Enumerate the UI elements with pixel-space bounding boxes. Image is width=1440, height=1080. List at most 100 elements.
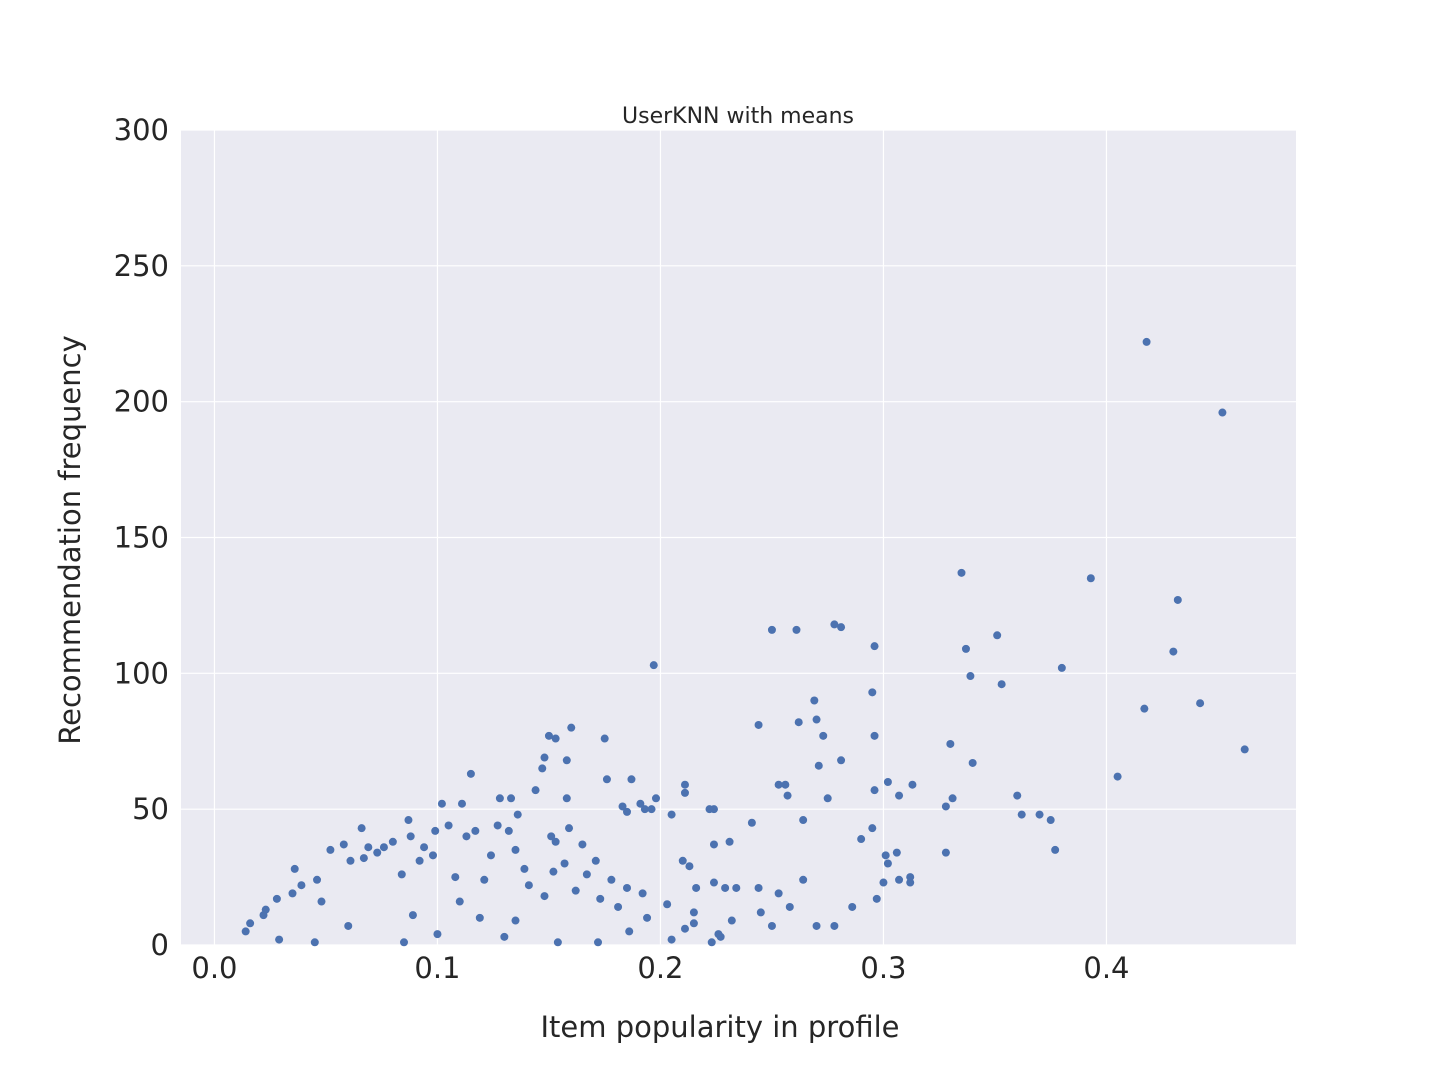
scatter-point [680, 924, 689, 933]
scatter-point [500, 932, 509, 941]
scatter-point [651, 794, 660, 803]
scatter-point [480, 875, 489, 884]
scatter-point [870, 731, 879, 740]
scatter-point [397, 870, 406, 879]
scatter-point [520, 864, 529, 873]
scatter-point [997, 680, 1006, 689]
scatter-point [663, 900, 672, 909]
scatter-point [957, 568, 966, 577]
scatter-point [1013, 791, 1022, 800]
scatter-point [1046, 816, 1055, 825]
x-axis-label: Item popularity in profile [541, 1010, 900, 1044]
scatter-point [571, 886, 580, 895]
scatter-point [433, 930, 442, 939]
scatter-point [524, 881, 533, 890]
scatter-point [667, 935, 676, 944]
scatter-point [578, 840, 587, 849]
scatter-point [767, 921, 776, 930]
scatter-point [774, 780, 783, 789]
scatter-point [259, 911, 268, 920]
scatter-point [582, 870, 591, 879]
x-tick-label: 0.2 [637, 951, 683, 985]
scatter-point [364, 843, 373, 852]
scatter-point [511, 916, 520, 925]
scatter-point [1169, 647, 1178, 656]
scatter-point [275, 935, 284, 944]
scatter-point [511, 845, 520, 854]
scatter-point [892, 848, 901, 857]
scatter-point [457, 799, 466, 808]
x-tick-label: 0.3 [860, 951, 906, 985]
scatter-point [823, 794, 832, 803]
scatter-point [1196, 699, 1205, 708]
scatter-point [547, 832, 556, 841]
scatter-point [709, 805, 718, 814]
scatter-point [799, 816, 808, 825]
x-tick-label: 0.1 [414, 951, 460, 985]
scatter-point [549, 867, 558, 876]
scatter-point [408, 911, 417, 920]
scatter-point [326, 845, 335, 854]
y-tick-label: 0 [151, 928, 169, 962]
scatter-point [812, 715, 821, 724]
scatter-point [560, 859, 569, 868]
scatter-point [357, 824, 366, 833]
scatter-point [602, 775, 611, 784]
scatter-point [948, 794, 957, 803]
scatter-point [428, 851, 437, 860]
scatter-point [993, 631, 1002, 640]
scatter-point [689, 908, 698, 917]
scatter-point [614, 902, 623, 911]
scatter-point [607, 875, 616, 884]
scatter-point [783, 791, 792, 800]
y-tick-label: 250 [114, 249, 169, 283]
scatter-point [727, 916, 736, 925]
scatter-point [680, 780, 689, 789]
scatter-point [883, 859, 892, 868]
scatter-point [404, 816, 413, 825]
scatter-point [596, 894, 605, 903]
scatter-point [870, 642, 879, 651]
scatter-point [288, 889, 297, 898]
scatter-point [812, 921, 821, 930]
scatter-point [689, 919, 698, 928]
x-tick-label: 0.4 [1083, 951, 1129, 985]
scatter-point [538, 764, 547, 773]
scatter-point [317, 897, 326, 906]
y-tick-label: 150 [114, 521, 169, 555]
scatter-point [1173, 595, 1182, 604]
scatter-point [837, 623, 846, 632]
scatter-point [553, 938, 562, 947]
scatter-point [1142, 337, 1151, 346]
scatter-point [388, 837, 397, 846]
scatter-point [908, 780, 917, 789]
scatter-point [567, 723, 576, 732]
scatter-point [709, 878, 718, 887]
scatter-point [881, 851, 890, 860]
scatter-point [400, 938, 408, 947]
scatter-point [504, 826, 513, 835]
scatter-point [680, 788, 689, 797]
scatter-point [868, 824, 877, 833]
scatter-point [895, 791, 904, 800]
scatter-point [638, 889, 647, 898]
scatter-point [754, 720, 763, 729]
scatter-point [486, 851, 495, 860]
scatter-point [495, 794, 504, 803]
scatter-point [339, 840, 348, 849]
scatter-point [819, 731, 828, 740]
scatter-point [678, 856, 687, 865]
scatter-point [1086, 574, 1095, 583]
scatter-point [848, 902, 857, 911]
scatter-point [716, 932, 725, 941]
scatter-point [455, 897, 464, 906]
scatter-point [1057, 663, 1066, 672]
scatter-point [879, 878, 888, 887]
y-tick-label: 100 [114, 656, 169, 690]
scatter-point [544, 731, 553, 740]
scatter-point [692, 883, 701, 892]
scatter-point [946, 739, 955, 748]
scatter-point [968, 758, 977, 767]
y-tick-label: 300 [114, 113, 169, 147]
